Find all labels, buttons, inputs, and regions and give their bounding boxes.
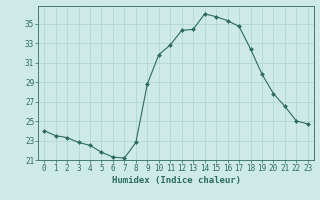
X-axis label: Humidex (Indice chaleur): Humidex (Indice chaleur) bbox=[111, 176, 241, 185]
